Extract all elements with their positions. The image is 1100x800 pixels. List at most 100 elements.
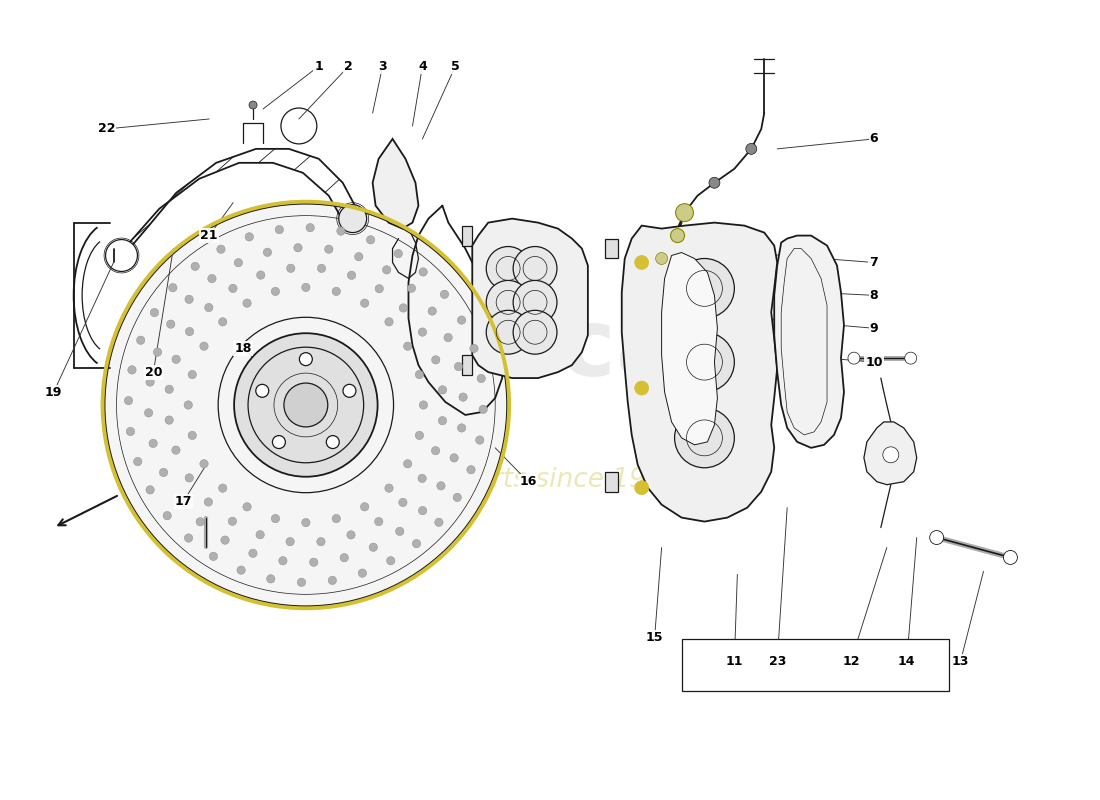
Circle shape [486, 310, 530, 354]
Text: 7: 7 [869, 256, 878, 269]
Circle shape [228, 517, 236, 526]
Circle shape [205, 498, 212, 506]
Circle shape [746, 143, 757, 154]
Circle shape [459, 393, 468, 402]
Circle shape [458, 424, 465, 432]
Circle shape [635, 381, 649, 395]
Circle shape [172, 446, 180, 454]
Circle shape [674, 258, 735, 318]
Circle shape [375, 518, 383, 526]
Circle shape [466, 466, 475, 474]
Circle shape [165, 416, 174, 424]
Circle shape [332, 287, 341, 295]
Circle shape [398, 498, 407, 506]
Circle shape [185, 534, 192, 542]
Circle shape [191, 262, 199, 270]
Circle shape [444, 334, 452, 342]
Circle shape [317, 538, 326, 546]
Circle shape [475, 436, 484, 444]
Circle shape [104, 204, 507, 606]
Circle shape [671, 229, 684, 242]
Polygon shape [472, 218, 587, 378]
Circle shape [415, 431, 424, 440]
Circle shape [243, 299, 251, 307]
Circle shape [635, 255, 649, 270]
Text: 17: 17 [175, 495, 192, 508]
Circle shape [286, 538, 295, 546]
Circle shape [412, 539, 420, 548]
Circle shape [438, 417, 447, 425]
Circle shape [234, 334, 377, 477]
Circle shape [399, 304, 407, 312]
Text: 4: 4 [418, 60, 427, 73]
Circle shape [297, 578, 306, 586]
Polygon shape [462, 226, 472, 246]
Circle shape [266, 574, 275, 583]
Circle shape [200, 342, 208, 350]
Circle shape [245, 233, 253, 241]
Circle shape [188, 370, 197, 378]
Text: 6: 6 [870, 133, 878, 146]
Circle shape [486, 246, 530, 290]
Circle shape [324, 245, 333, 254]
Circle shape [453, 494, 461, 502]
Text: 8: 8 [870, 289, 878, 302]
Circle shape [284, 383, 328, 427]
Circle shape [450, 454, 459, 462]
Circle shape [188, 431, 197, 440]
Circle shape [301, 518, 310, 526]
Circle shape [221, 536, 229, 544]
Circle shape [439, 386, 447, 394]
Text: 12: 12 [843, 654, 860, 667]
Circle shape [370, 543, 377, 551]
Circle shape [396, 527, 404, 535]
Circle shape [306, 223, 315, 232]
Circle shape [146, 486, 154, 494]
Circle shape [256, 530, 264, 539]
Text: 2: 2 [344, 60, 353, 73]
Circle shape [386, 557, 395, 565]
Circle shape [332, 514, 341, 522]
Circle shape [385, 318, 393, 326]
Circle shape [635, 481, 649, 494]
Circle shape [209, 552, 218, 561]
Circle shape [343, 384, 356, 398]
Circle shape [148, 439, 157, 447]
Text: 22: 22 [98, 122, 116, 135]
FancyBboxPatch shape [682, 639, 948, 691]
Circle shape [337, 227, 345, 235]
Circle shape [106, 239, 138, 271]
Text: 21: 21 [200, 229, 218, 242]
Circle shape [256, 384, 268, 398]
Circle shape [186, 327, 194, 336]
Text: 18: 18 [234, 342, 252, 354]
Circle shape [318, 264, 326, 273]
Text: 19: 19 [45, 386, 63, 398]
Circle shape [675, 204, 693, 222]
Circle shape [299, 353, 312, 366]
Circle shape [294, 243, 302, 252]
Circle shape [273, 435, 285, 449]
Polygon shape [774, 235, 844, 448]
Circle shape [124, 397, 133, 405]
Polygon shape [864, 422, 916, 485]
Circle shape [440, 290, 449, 298]
Circle shape [327, 435, 339, 449]
Circle shape [133, 458, 142, 466]
Text: a passion for parts since 1985: a passion for parts since 1985 [282, 466, 680, 493]
Text: 13: 13 [952, 654, 969, 667]
Circle shape [275, 226, 284, 234]
Circle shape [883, 447, 899, 462]
Circle shape [165, 385, 174, 394]
Circle shape [477, 374, 485, 382]
Circle shape [346, 530, 355, 539]
Circle shape [219, 318, 227, 326]
Circle shape [234, 258, 243, 267]
Circle shape [229, 284, 238, 293]
Circle shape [348, 271, 355, 279]
Circle shape [419, 401, 428, 409]
Circle shape [151, 308, 158, 317]
Circle shape [415, 370, 424, 378]
Circle shape [236, 566, 245, 574]
Circle shape [359, 569, 366, 578]
